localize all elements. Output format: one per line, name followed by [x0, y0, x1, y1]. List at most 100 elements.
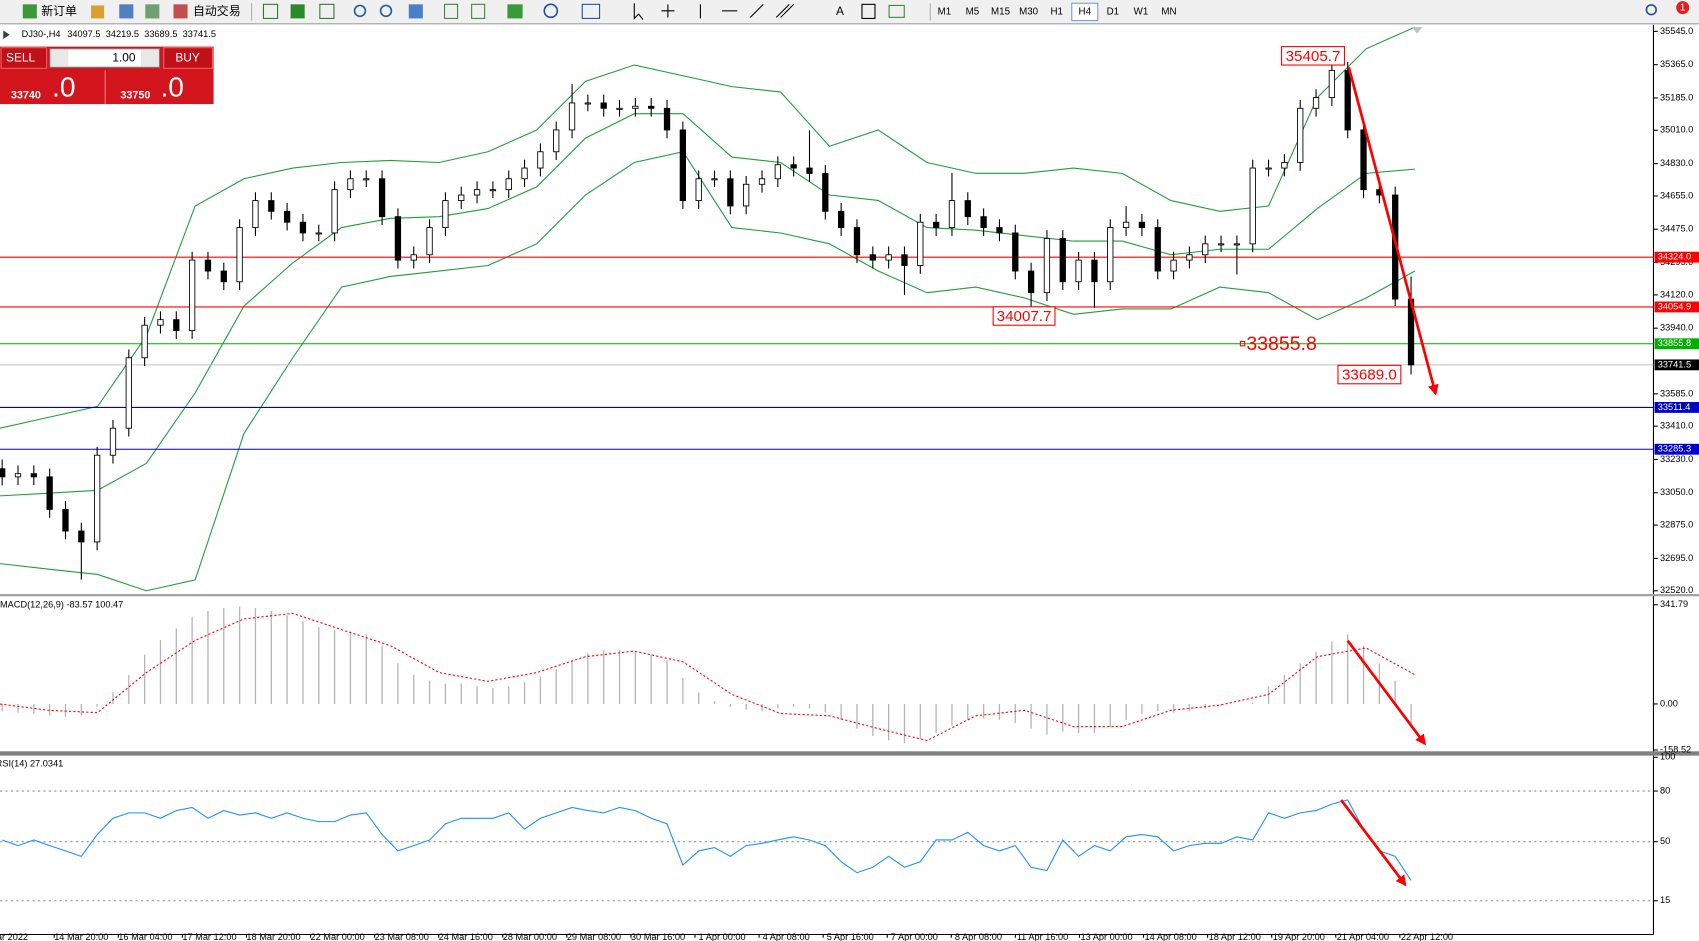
- rsi-panel[interactable]: RSI(14) 27.0341 100 80 50 15: [0, 752, 1675, 905]
- timeframe-button[interactable]: M15: [991, 7, 1011, 18]
- lots-decrease[interactable]: [50, 49, 69, 67]
- chart-bg: [0, 24, 1699, 941]
- ohlc-header-value: 33741.5: [183, 29, 216, 39]
- buy-label[interactable]: BUY: [175, 51, 200, 65]
- bollinger-bands: [0, 26, 1416, 592]
- timeframe-button[interactable]: D1: [1107, 7, 1119, 18]
- new-order-icon[interactable]: [22, 4, 37, 19]
- timeframe-button[interactable]: W1: [1134, 7, 1149, 18]
- indicators-button[interactable]: [507, 4, 523, 19]
- ohlc-header-value: 34097.5: [67, 29, 100, 39]
- candle-body: [1360, 129, 1367, 191]
- timeframe-button[interactable]: M5: [966, 7, 980, 18]
- y-tick-label: 35010.0: [1660, 125, 1693, 135]
- auto-trading-icon[interactable]: [173, 4, 188, 19]
- candle-body: [458, 194, 465, 202]
- candle-body: [632, 105, 639, 109]
- templates-button[interactable]: [581, 3, 601, 19]
- buy-button[interactable]: [163, 47, 214, 69]
- new-order-button[interactable]: 新订单: [41, 4, 77, 18]
- toolbar-icon[interactable]: [91, 5, 105, 19]
- crosshair-button[interactable]: [661, 4, 675, 18]
- search-button[interactable]: [1645, 4, 1657, 16]
- bid-price[interactable]: 33740: [11, 89, 41, 101]
- candle-body: [30, 473, 37, 478]
- candle-body: [1138, 221, 1146, 229]
- sell-label[interactable]: SELL: [6, 51, 36, 65]
- arrows-button[interactable]: [888, 4, 905, 18]
- macd-panel[interactable]: MACD(12,26,9) -83.57 100.47 341.79 0.00 -15…: [0, 599, 1691, 754]
- candle-body: [489, 189, 497, 192]
- candle-body: [806, 167, 813, 174]
- text-tool-glyph[interactable]: A: [836, 4, 844, 18]
- toolbar-icon[interactable]: [119, 4, 134, 19]
- header-icon: [3, 30, 10, 40]
- price-annotation[interactable]: 33855.8: [1246, 333, 1317, 355]
- candle-body: [1186, 254, 1193, 261]
- candle-body: [1043, 238, 1051, 294]
- bar-chart-button[interactable]: [262, 3, 279, 19]
- toolbar-icon[interactable]: [471, 3, 486, 19]
- candle-body: [252, 200, 259, 229]
- candle-body: [188, 259, 196, 332]
- candle-body: [410, 254, 417, 261]
- y-tick-label: 33230.0: [1660, 454, 1693, 464]
- rsi-title: RSI(14) 27.0341: [0, 759, 63, 769]
- price-level-label: 34054.9: [1658, 301, 1691, 311]
- toolbar-bg: [0, 0, 1699, 24]
- toolbar: 新订单 自动交易 A M1 M5 M15 M30 H1 H4 D1 W1 MN 1: [0, 0, 1699, 25]
- y-tick-label: 33940.0: [1660, 323, 1693, 333]
- candle-body: [553, 129, 560, 153]
- zoom-out-button[interactable]: [379, 4, 393, 18]
- timeframe-button[interactable]: MN: [1161, 7, 1176, 18]
- auto-trading-button[interactable]: 自动交易: [193, 4, 241, 18]
- price-annotation[interactable]: 33689.0: [1342, 367, 1397, 384]
- ask-price[interactable]: 33750: [120, 89, 150, 101]
- timeframe-button[interactable]: H4: [1079, 7, 1092, 18]
- x-tick-label: 29 Mar 08:00: [567, 932, 621, 941]
- candle-body: [1217, 243, 1225, 246]
- timeframe-bar: M1 M5 M15 M30 H1 H4 D1 W1 MN: [938, 2, 1177, 22]
- x-tick-label: 19 Apr 20:00: [1273, 932, 1325, 941]
- lots-value[interactable]: 1.00: [112, 51, 136, 65]
- label-tool-button[interactable]: [861, 3, 876, 19]
- notification-badge[interactable]: [1676, 1, 1690, 15]
- band-upper: [0, 26, 1416, 429]
- timeframe-button[interactable]: M1: [938, 7, 952, 18]
- y-tick-label: 34475.0: [1660, 224, 1693, 234]
- channel-button[interactable]: [775, 3, 795, 18]
- main-chart[interactable]: 35545.0 35365.0 35185.0 35010.0 34830.0 34655…: [0, 26, 1699, 941]
- toolbar-icon[interactable]: [443, 3, 459, 19]
- y-tick-label: 34120.0: [1660, 289, 1693, 299]
- timeframe-button[interactable]: H1: [1050, 7, 1062, 18]
- x-tick-label: 4 Apr 08:00: [763, 932, 810, 941]
- lots-input[interactable]: [49, 48, 160, 68]
- toolbar-icon[interactable]: [145, 4, 160, 19]
- zoom-in-button[interactable]: [353, 4, 367, 18]
- candle-body: [473, 189, 481, 196]
- candle-body: [236, 227, 243, 283]
- bid-fraction[interactable]: .0: [52, 70, 76, 102]
- macd-signal: [0, 612, 1416, 742]
- candle-body: [378, 178, 386, 218]
- drawn-arrow[interactable]: [1346, 639, 1426, 746]
- drawn-arrow[interactable]: [1347, 66, 1439, 396]
- price-annotation[interactable]: 35405.7: [1286, 48, 1341, 65]
- candle-body: [1059, 238, 1066, 283]
- line-chart-button[interactable]: [319, 3, 335, 19]
- candle-body: [442, 200, 449, 229]
- candle-body: [980, 216, 987, 229]
- lots-increase[interactable]: [140, 49, 159, 67]
- price-annotation[interactable]: 34007.7: [997, 308, 1052, 325]
- trendline-button[interactable]: [749, 3, 764, 18]
- periods-button[interactable]: [543, 3, 559, 19]
- tile-button[interactable]: [408, 4, 423, 19]
- y-tick-label: 33585.0: [1660, 388, 1693, 398]
- sell-button[interactable]: [0, 47, 48, 69]
- candle-chart-button[interactable]: [290, 4, 305, 19]
- x-tick-label: 8 Apr 08:00: [955, 932, 1002, 941]
- cursor-button[interactable]: [633, 3, 644, 20]
- drawn-arrow[interactable]: [1340, 799, 1407, 887]
- ask-fraction[interactable]: .0: [160, 70, 184, 102]
- timeframe-button[interactable]: M30: [1019, 7, 1039, 18]
